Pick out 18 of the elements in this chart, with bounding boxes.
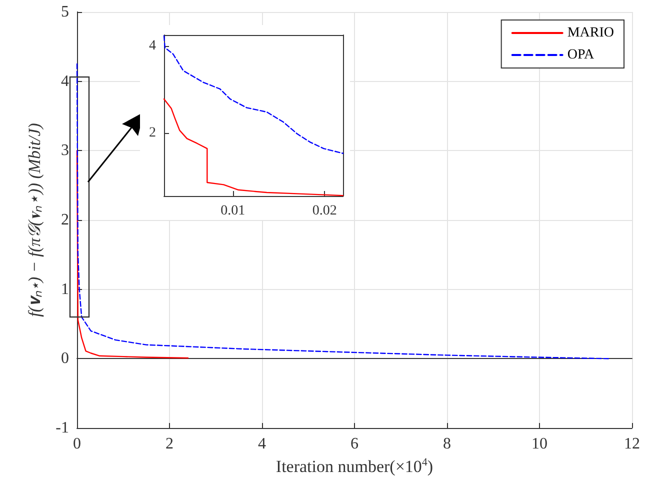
y-tick-label: 1 xyxy=(61,280,69,298)
y-tick-label: 0 xyxy=(61,350,69,368)
y-tick-label: -1 xyxy=(56,420,69,436)
legend-label: OPA xyxy=(567,48,595,62)
x-tick-label: 12 xyxy=(624,436,640,452)
y-tick-label: 3 xyxy=(61,142,69,160)
x-tick-label: 10 xyxy=(532,436,548,452)
x-tick-label: 4 xyxy=(258,436,266,452)
y-axis-title: f(𝐯ₙ⋆) − f(π𝒢(𝐯ₙ⋆)) (Mbit/J) xyxy=(25,122,44,317)
x-tick-label: 0.02 xyxy=(312,204,337,218)
x-tick-label: 6 xyxy=(350,436,358,452)
x-tick-label: 0.01 xyxy=(220,204,246,218)
y-tick-label: 4 xyxy=(61,72,69,90)
x-tick-label: 8 xyxy=(443,436,451,452)
legend-label: MARIO xyxy=(567,26,614,40)
x-tick-label: 0 xyxy=(73,436,81,452)
y-tick-label: 5 xyxy=(61,4,69,20)
x-tick-label: 2 xyxy=(166,436,174,452)
